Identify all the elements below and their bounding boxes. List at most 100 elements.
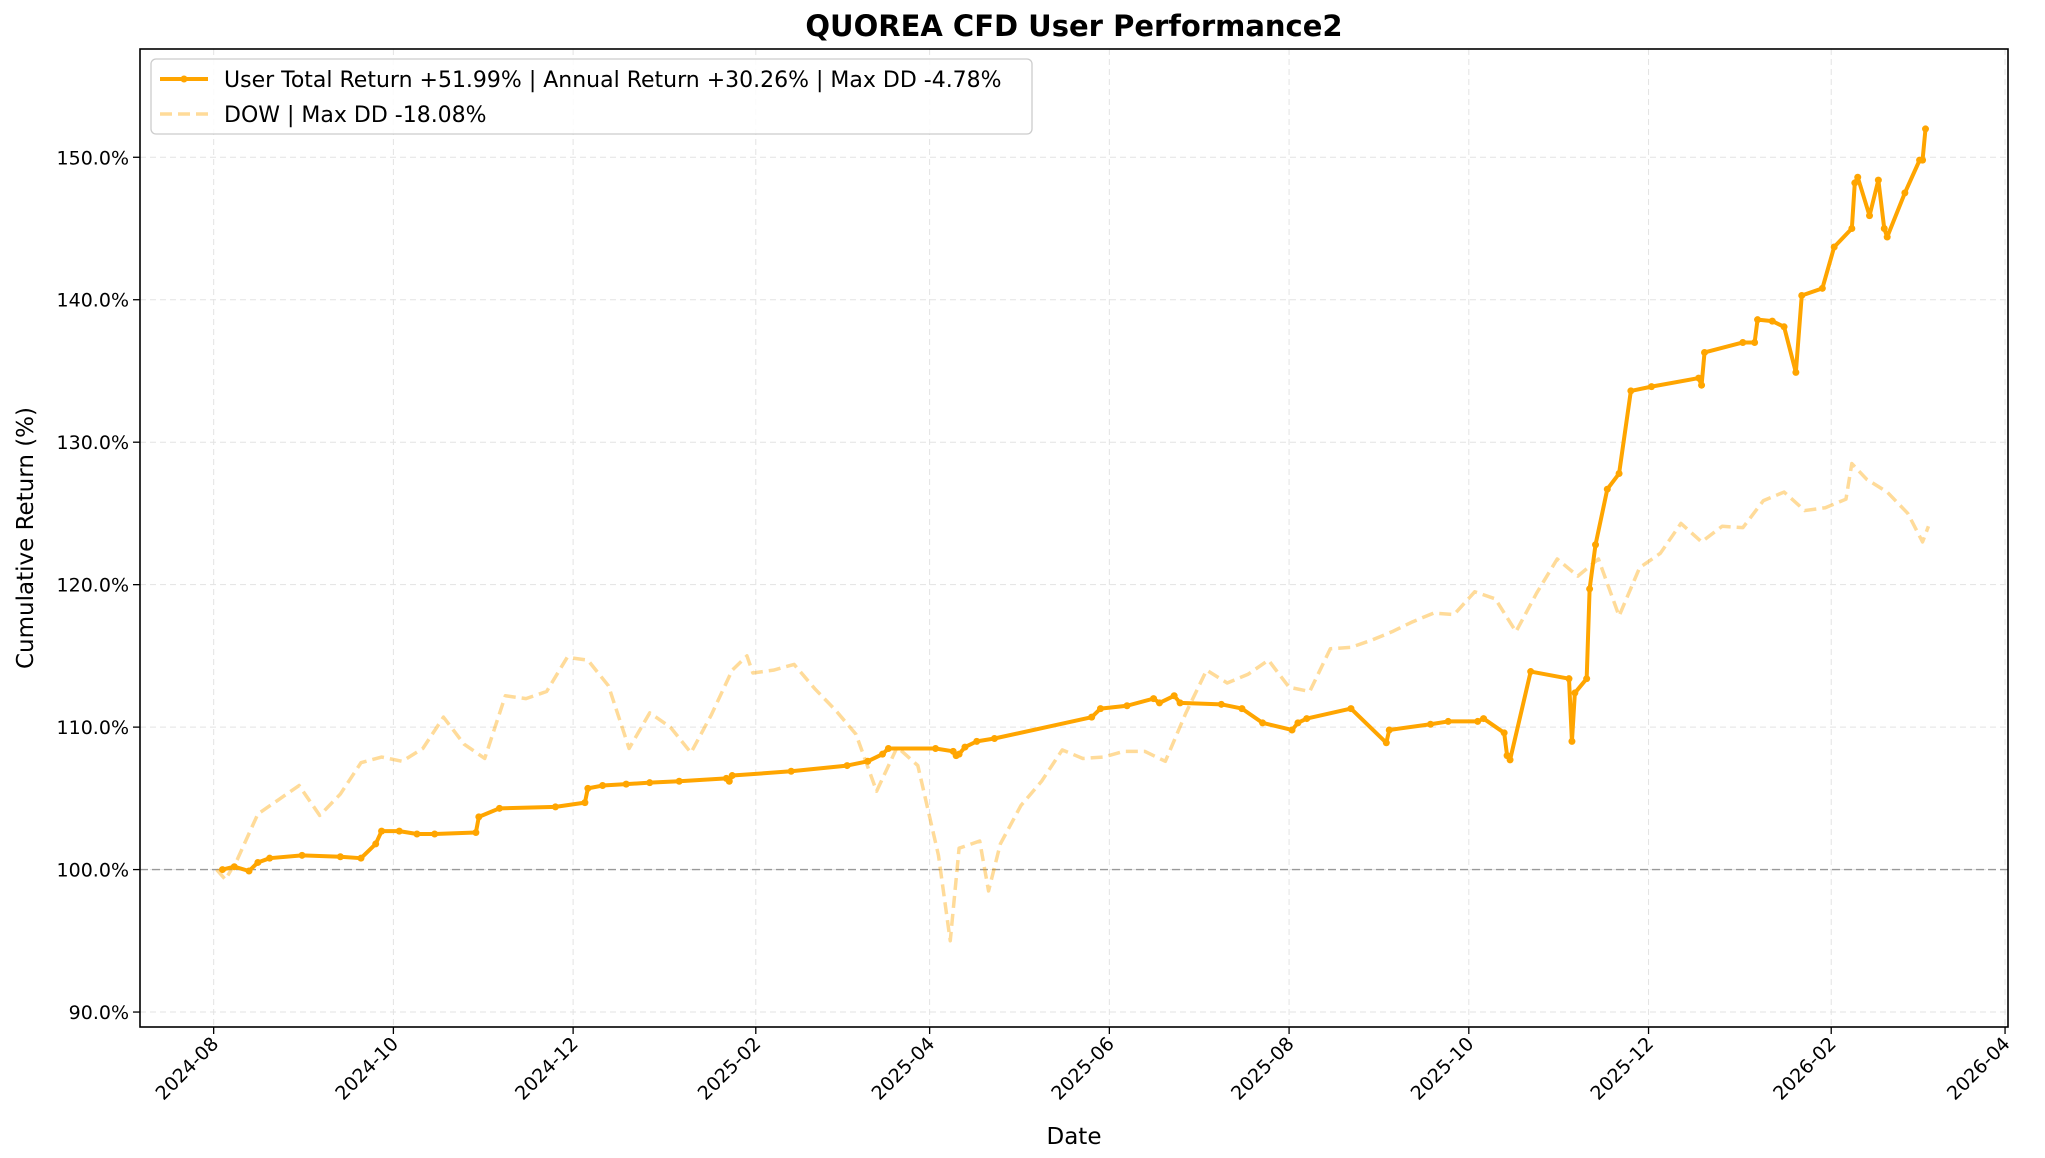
user-data-point	[884, 744, 892, 752]
user-data-point	[1768, 317, 1776, 325]
user-data-point	[1603, 485, 1611, 493]
user-data-point	[675, 777, 683, 785]
user-data-point	[1217, 700, 1225, 708]
y-tick-label: 150.0%	[57, 147, 129, 169]
user-data-point	[1592, 541, 1600, 549]
user-data-point	[413, 830, 421, 838]
user-data-point	[1695, 374, 1703, 382]
user-data-point	[973, 737, 981, 745]
user-data-point	[599, 782, 607, 790]
user-data-point	[357, 854, 365, 862]
user-data-point	[622, 780, 630, 788]
user-data-point	[990, 735, 998, 743]
user-data-point	[1880, 225, 1888, 233]
user-data-point	[1527, 668, 1535, 676]
y-tick-label: 100.0%	[57, 860, 129, 882]
user-data-point	[584, 784, 592, 792]
user-data-point	[1170, 692, 1178, 700]
user-data-point	[1754, 316, 1762, 324]
user-data-point	[1565, 675, 1573, 683]
user-data-point	[1506, 756, 1514, 764]
user-data-point	[1698, 381, 1706, 389]
user-data-point	[864, 757, 872, 765]
series-layer	[215, 125, 1931, 943]
user-data-point	[1851, 179, 1859, 187]
user-data-point	[1474, 717, 1482, 725]
x-tick-label: 2025-08	[1227, 1033, 1299, 1105]
user-data-point	[1571, 689, 1579, 697]
legend-label-user: User Total Return +51.99% | Annual Retur…	[224, 68, 1002, 93]
user-data-point	[961, 743, 969, 751]
user-data-point	[1883, 233, 1891, 241]
x-tick-label: 2026-02	[1769, 1033, 1841, 1105]
user-data-point	[1480, 715, 1488, 723]
user-data-point	[1427, 720, 1435, 728]
user-data-point	[878, 750, 886, 758]
user-data-point	[1288, 726, 1296, 734]
user-data-point	[475, 813, 483, 821]
user-data-point	[1155, 699, 1163, 707]
user-data-point	[1922, 125, 1930, 133]
user-data-point	[245, 867, 253, 875]
user-data-point	[1739, 338, 1747, 346]
x-axis-ticks: 2024-08 2024-10 2024-12 2025-02 2025-04 2025-…	[152, 1027, 2015, 1105]
legend-label-dow: DOW | Max DD -18.08%	[224, 103, 487, 128]
user-data-point	[1866, 212, 1874, 220]
dow-series-line	[215, 461, 1931, 943]
user-data-point	[1854, 173, 1862, 181]
user-data-point	[1780, 323, 1788, 331]
user-data-point	[1097, 705, 1105, 713]
user-data-point	[1294, 719, 1302, 727]
user-data-point	[1615, 470, 1623, 478]
user-data-point	[472, 829, 480, 837]
y-tick-label: 110.0%	[57, 717, 129, 739]
user-data-point	[1259, 719, 1267, 727]
user-data-point	[218, 866, 226, 874]
user-data-point	[1701, 348, 1709, 356]
user-data-point	[1848, 225, 1856, 233]
user-data-point	[1238, 705, 1246, 713]
legend-box	[150, 58, 1033, 135]
x-tick-label: 2025-06	[1047, 1033, 1119, 1105]
x-tick-label: 2025-04	[867, 1033, 939, 1105]
user-data-point	[230, 863, 238, 871]
user-data-point	[378, 827, 386, 835]
user-data-point	[1500, 729, 1508, 737]
user-data-point	[1830, 243, 1838, 251]
plot-frame	[139, 48, 2009, 1028]
user-data-point	[1347, 705, 1355, 713]
legend: User Total Return +51.99% | Annual Retur…	[150, 58, 1033, 135]
user-data-point	[581, 799, 589, 807]
user-data-point	[431, 830, 439, 838]
user-data-point	[1088, 713, 1096, 721]
x-tick-label: 2024-08	[152, 1033, 224, 1105]
user-data-point	[932, 744, 940, 752]
user-data-point	[1901, 189, 1909, 197]
user-data-point	[1444, 717, 1452, 725]
user-data-point	[1792, 368, 1800, 376]
user-data-point	[372, 840, 380, 848]
user-data-point	[298, 851, 306, 859]
user-data-point	[955, 750, 963, 758]
x-tick-label: 2025-02	[694, 1033, 766, 1105]
user-data-point	[725, 777, 733, 785]
user-data-point	[787, 767, 795, 775]
user-data-point	[266, 854, 274, 862]
user-data-point	[1586, 585, 1594, 593]
user-data-point	[1568, 737, 1576, 745]
y-axis-label: Cumulative Return (%)	[13, 407, 39, 669]
y-axis-ticks: 90.0% 100.0% 110.0% 120.0% 130.0% 140.0% 150.0…	[57, 147, 140, 1024]
user-data-point	[1150, 695, 1158, 703]
legend-marker-user	[180, 75, 188, 83]
user-data-point	[843, 762, 851, 770]
user-data-point	[1385, 726, 1393, 734]
user-data-point	[1627, 387, 1635, 395]
user-data-point	[254, 858, 262, 866]
y-tick-label: 140.0%	[57, 290, 129, 312]
user-data-point	[1303, 715, 1311, 723]
x-tick-label: 2026-04	[1943, 1033, 2015, 1105]
user-data-point	[1382, 739, 1390, 747]
y-tick-label: 90.0%	[69, 1002, 129, 1024]
x-tick-label: 2025-12	[1586, 1033, 1658, 1105]
